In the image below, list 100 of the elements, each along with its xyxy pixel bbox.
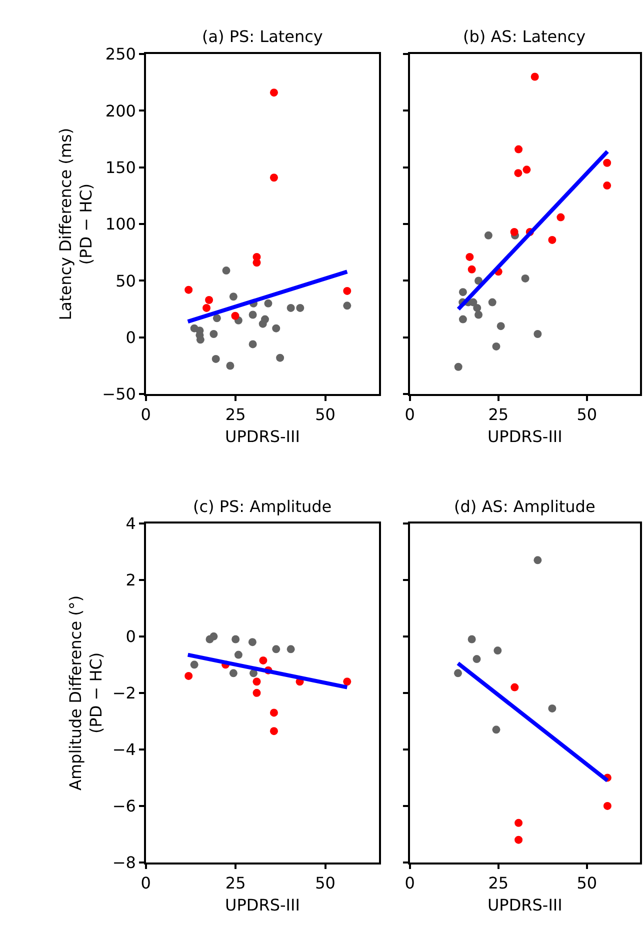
point xyxy=(252,688,261,697)
point xyxy=(343,302,352,310)
point xyxy=(514,818,523,827)
point xyxy=(496,322,505,330)
point xyxy=(270,174,278,182)
point xyxy=(514,145,523,154)
y-tick-label: −6 xyxy=(112,796,136,816)
x-axis-title: UPDRS-III xyxy=(225,896,300,915)
y-tick-label: 50 xyxy=(116,271,136,290)
point xyxy=(466,252,474,261)
point xyxy=(548,236,556,244)
y-tick-label: 100 xyxy=(105,214,136,234)
point xyxy=(270,88,278,97)
y-tick-label: −8 xyxy=(112,853,136,872)
x-axis-title: UPDRS-III xyxy=(487,427,562,446)
point xyxy=(229,292,238,301)
y-tick-label: 0 xyxy=(126,627,136,646)
point xyxy=(264,299,272,308)
x-tick-label: 25 xyxy=(225,405,246,424)
y-tick-label: 250 xyxy=(105,44,136,64)
point xyxy=(492,342,500,350)
y-tick-label: −2 xyxy=(112,684,136,703)
point xyxy=(548,704,556,712)
y-tick-label: 200 xyxy=(105,101,136,120)
point xyxy=(603,182,612,190)
y-tick-label: 0 xyxy=(126,328,136,348)
point xyxy=(492,726,500,734)
point xyxy=(222,266,230,275)
point xyxy=(226,362,234,370)
y-tick-label: −4 xyxy=(112,740,136,760)
point xyxy=(270,708,278,717)
point xyxy=(212,354,220,363)
point xyxy=(343,678,352,686)
point xyxy=(196,336,204,344)
chart-title: (c) PS: Amplitude xyxy=(193,497,332,516)
y-tick-label: 2 xyxy=(126,570,136,590)
y-axis-title: Amplitude Difference (°) (PD − HC) xyxy=(66,595,106,791)
point xyxy=(252,258,261,267)
y-axis-title: Latency Difference (ms) (PD − HC) xyxy=(56,128,96,320)
x-tick-label: 50 xyxy=(576,873,598,892)
point xyxy=(458,288,467,296)
x-tick-label: 25 xyxy=(488,405,509,424)
y-tick-label: −50 xyxy=(102,384,136,404)
point xyxy=(296,304,304,312)
chart-title: (a) PS: Latency xyxy=(202,27,323,46)
point xyxy=(530,72,539,81)
point xyxy=(556,213,565,222)
point xyxy=(252,678,261,686)
point xyxy=(184,286,193,294)
point xyxy=(454,669,462,678)
x-tick-label: 0 xyxy=(140,873,151,892)
point xyxy=(210,330,218,338)
point xyxy=(468,635,476,644)
point xyxy=(248,638,256,646)
x-tick-label: 0 xyxy=(140,405,151,424)
point xyxy=(190,660,198,669)
point xyxy=(472,655,481,664)
point xyxy=(521,274,530,282)
point xyxy=(258,320,267,328)
x-axis-title: UPDRS-III xyxy=(225,427,300,446)
point xyxy=(522,166,531,174)
point xyxy=(205,296,214,304)
point xyxy=(234,650,242,659)
point xyxy=(458,315,467,324)
point xyxy=(488,298,496,306)
point xyxy=(484,231,492,240)
chart-title: (b) AS: Latency xyxy=(463,27,586,46)
x-axis-title: UPDRS-III xyxy=(487,896,562,915)
point xyxy=(286,645,295,654)
point xyxy=(272,645,280,654)
x-tick-label: 0 xyxy=(404,405,415,424)
x-tick-label: 50 xyxy=(576,405,598,424)
x-tick-label: 25 xyxy=(225,873,246,892)
point xyxy=(184,672,193,680)
point xyxy=(212,314,221,322)
point xyxy=(473,304,482,312)
point xyxy=(248,310,257,319)
point xyxy=(272,324,280,332)
point xyxy=(202,304,211,312)
point xyxy=(210,632,218,640)
point xyxy=(534,330,542,338)
point xyxy=(232,635,240,644)
x-tick-label: 0 xyxy=(404,873,415,892)
point xyxy=(494,646,502,655)
x-tick-label: 25 xyxy=(488,873,509,892)
y-tick-label: 150 xyxy=(105,158,136,178)
point xyxy=(468,265,476,274)
chart-title: (d) AS: Amplitude xyxy=(454,497,596,516)
point xyxy=(510,683,519,692)
point xyxy=(514,169,522,178)
y-tick-label: 4 xyxy=(126,514,136,534)
point xyxy=(534,556,542,564)
x-tick-label: 50 xyxy=(315,405,336,424)
point xyxy=(231,312,240,320)
point xyxy=(276,354,284,362)
point xyxy=(454,362,462,371)
point xyxy=(510,228,518,236)
point xyxy=(343,286,352,295)
point xyxy=(603,158,612,167)
point xyxy=(603,802,612,810)
